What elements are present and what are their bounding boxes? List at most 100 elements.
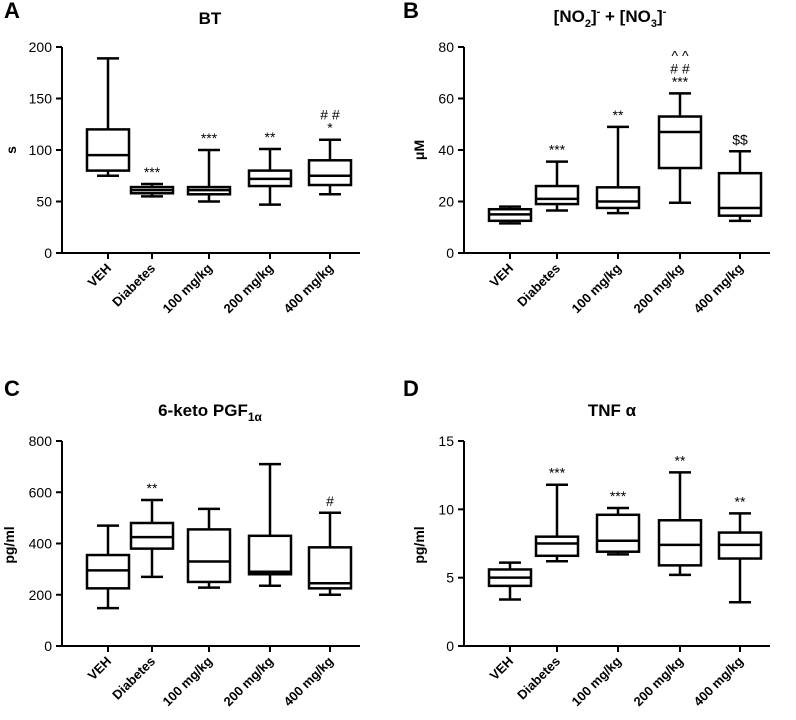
panel-c-ylabel: pg/ml — [1, 526, 17, 563]
category-label: 400 mg/kg — [691, 653, 747, 709]
significance-label: # — [326, 493, 334, 509]
panel-b-title-sub-2: 2 — [585, 18, 591, 30]
significance-label: # # — [320, 107, 340, 123]
significance-label: ^ ^ — [671, 47, 688, 63]
iqr-box — [85, 553, 131, 590]
category-label: 400 mg/kg — [281, 653, 337, 709]
panel-b-title-sup-1: - — [597, 6, 601, 18]
panel-label-c: C — [4, 376, 20, 401]
panel-a-title: BT — [199, 9, 222, 28]
iqr-box — [595, 186, 641, 210]
box-plot — [129, 182, 175, 198]
iqr-box — [657, 519, 703, 567]
box-plot — [186, 148, 232, 203]
significance-label: # # — [670, 60, 690, 76]
panel-c-title-main: 6-keto PGF — [158, 401, 248, 420]
category-label: VEH — [85, 654, 115, 684]
y-tick-label: 15 — [438, 433, 454, 449]
panel-b-title-part-c: + [NO — [600, 7, 651, 26]
category-label: VEH — [487, 654, 517, 684]
significance-label: $$ — [732, 131, 748, 147]
y-tick-label: 0 — [44, 638, 52, 654]
significance-label: ** — [675, 452, 686, 468]
significance-label: *** — [549, 465, 566, 481]
category-label: 200 mg/kg — [221, 653, 277, 709]
y-tick-label: 20 — [438, 194, 454, 210]
panel-c: C 6-keto PGF1α pg/ml 0 200 400 600 800 VEHDia… — [1, 376, 360, 709]
y-tick-label: 150 — [29, 91, 53, 107]
iqr-box — [129, 521, 175, 550]
box-plot — [717, 512, 763, 604]
box-plot — [595, 506, 641, 556]
iqr-box — [247, 534, 293, 576]
panel-a-ylabel: s — [3, 146, 19, 154]
box-plot — [534, 160, 580, 212]
box-plot — [657, 92, 703, 205]
iqr-box — [534, 184, 580, 206]
iqr-box — [717, 171, 763, 217]
significance-label: *** — [672, 73, 689, 89]
significance-label: ** — [735, 493, 746, 509]
significance-label: *** — [144, 164, 161, 180]
panel-b-title-sub-3: 3 — [651, 18, 657, 30]
box-plot — [657, 471, 703, 577]
category-label: VEH — [487, 261, 517, 291]
box-plot — [247, 147, 293, 206]
box-plot — [85, 524, 131, 610]
y-tick-label: 80 — [438, 39, 454, 55]
significance-label: *** — [201, 130, 218, 146]
significance-label: * — [327, 120, 333, 136]
box-plot — [534, 483, 580, 563]
box-plot — [717, 150, 763, 223]
y-tick-label: 0 — [446, 245, 454, 261]
y-tick-label: 200 — [29, 587, 53, 603]
y-tick-label: 0 — [44, 245, 52, 261]
box-plot — [595, 125, 641, 215]
iqr-box — [657, 115, 703, 170]
panel-b: B [NO2]- + [NO3]- μM 020406080VEHDiabete… — [403, 0, 770, 316]
box-plot — [487, 561, 533, 601]
y-tick-label: 60 — [438, 91, 454, 107]
y-tick-label: 600 — [29, 484, 53, 500]
box-plot — [487, 205, 533, 225]
category-label: Diabetes — [109, 654, 158, 703]
category-label: 200 mg/kg — [631, 653, 687, 709]
category-label: 200 mg/kg — [631, 260, 687, 316]
y-tick-label: 800 — [29, 433, 53, 449]
box-plot — [307, 138, 353, 196]
y-tick-label: 0 — [446, 638, 454, 654]
category-label: Diabetes — [514, 654, 563, 703]
box-plot — [129, 498, 175, 579]
panel-b-title: [NO2]- + [NO3]- — [554, 6, 667, 30]
box-plot — [247, 462, 293, 588]
y-tick-label: 200 — [29, 39, 53, 55]
y-tick-label: 5 — [446, 570, 454, 586]
y-tick-label: 10 — [438, 501, 454, 517]
category-label: Diabetes — [514, 261, 563, 310]
box-plot — [186, 507, 232, 589]
y-tick-label: 100 — [29, 142, 53, 158]
panel-b-title-part-b: ] — [591, 7, 597, 26]
y-tick-label: 40 — [438, 142, 454, 158]
category-label: Diabetes — [109, 261, 158, 310]
significance-label: *** — [549, 142, 566, 158]
significance-label: ** — [265, 129, 276, 145]
panel-b-title-part-d: ] — [657, 7, 663, 26]
box-plot — [307, 511, 353, 596]
iqr-box — [534, 535, 580, 558]
y-tick-label: 50 — [36, 194, 52, 210]
significance-label: *** — [610, 488, 627, 504]
category-label: VEH — [85, 261, 115, 291]
iqr-box — [307, 546, 353, 590]
panel-c-title: 6-keto PGF1α — [158, 401, 262, 424]
iqr-box — [595, 513, 641, 553]
iqr-box — [307, 159, 353, 187]
category-label: 200 mg/kg — [221, 260, 277, 316]
